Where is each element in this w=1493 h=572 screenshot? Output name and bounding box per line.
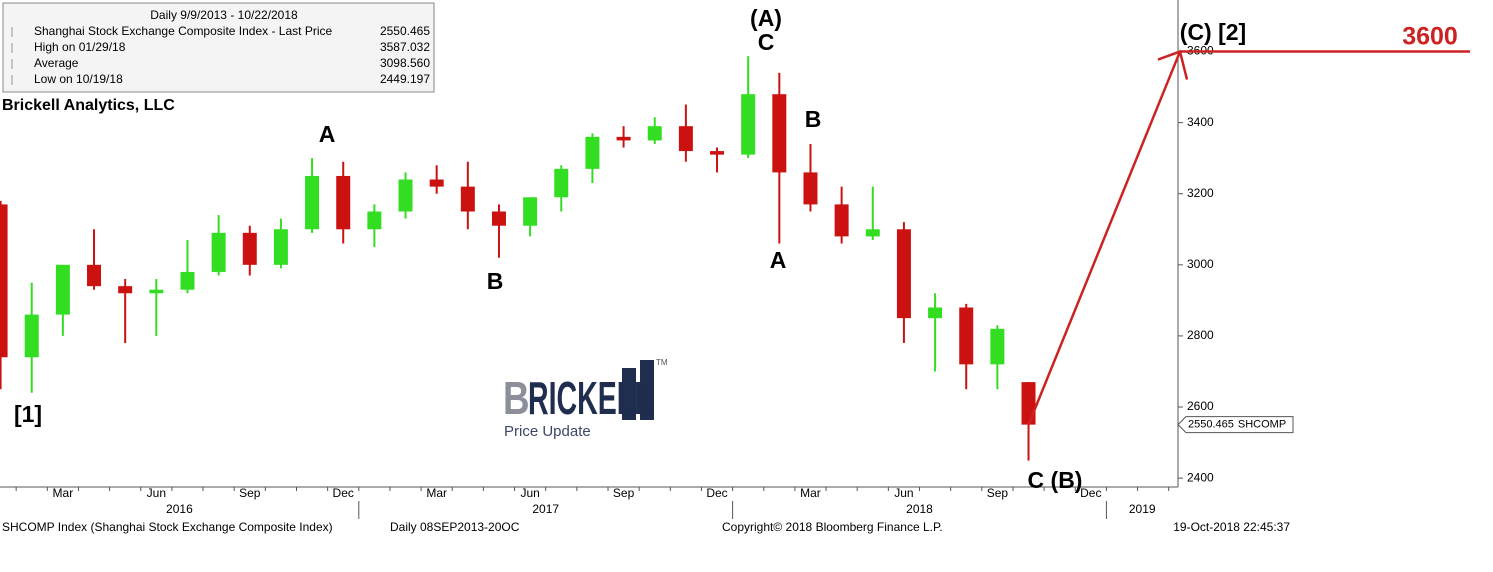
candle-body [398, 179, 413, 212]
footer-timestamp: 19-Oct-2018 22:45:37 [1173, 520, 1290, 534]
x-tick-label: Mar [800, 486, 821, 500]
candle-body [554, 168, 569, 198]
x-tick-label: Dec [333, 486, 354, 500]
wave-label: [1] [14, 401, 42, 427]
wave-label: B [805, 106, 822, 132]
target-label: 3600 [1402, 23, 1458, 51]
logo-bar [640, 360, 654, 420]
candle-body [678, 126, 693, 152]
candle-body [616, 136, 631, 141]
legend-value: 2550.465 [380, 24, 430, 38]
last-price-tag [1177, 416, 1294, 434]
candle-body [741, 94, 756, 155]
x-tick-label: Mar [53, 486, 74, 500]
x-tick-label: Jun [520, 486, 539, 500]
logo-bar [622, 368, 636, 420]
candle-body [1021, 382, 1036, 425]
wave-label: (C) [2] [1180, 19, 1246, 45]
candle-body [24, 314, 39, 358]
candle-body [491, 211, 506, 226]
candle-body [928, 307, 943, 319]
wave-label: C [758, 29, 775, 55]
year-label: 2016 [166, 502, 193, 516]
candle-body [305, 175, 320, 230]
legend-value: 2449.197 [380, 72, 430, 86]
y-tick-label: 2800 [1187, 328, 1214, 342]
wave-label: A [770, 247, 787, 273]
candle-body [834, 204, 849, 237]
candle-body [55, 264, 70, 315]
y-tick-label: 2600 [1187, 399, 1214, 413]
year-label: 2018 [906, 502, 933, 516]
year-label: 2017 [532, 502, 559, 516]
logo-caption: Price Update [504, 423, 591, 440]
candle-body [710, 151, 725, 155]
footer-ticker: SHCOMP Index (Shanghai Stock Exchange Co… [2, 520, 333, 534]
candle-body [865, 229, 880, 237]
y-tick-label: 2400 [1187, 470, 1214, 484]
y-tick-label: 3000 [1187, 257, 1214, 271]
legend-value: 3587.032 [380, 40, 430, 54]
logo-rest: RICKELL [528, 373, 652, 425]
candle-body [429, 179, 444, 187]
legend-box [2, 2, 435, 93]
candle-body [959, 307, 974, 365]
x-tick-label: Sep [987, 486, 1009, 500]
y-tick-label: 3400 [1187, 115, 1214, 129]
candle-body [87, 264, 102, 287]
projection-arrow [1027, 51, 1182, 426]
candle-body [336, 175, 351, 230]
brand: Brickell Analytics, LLC [2, 97, 175, 114]
candle-body [367, 211, 382, 230]
x-tick-label: Mar [426, 486, 447, 500]
candle-body [211, 232, 226, 272]
legend-rows: Shanghai Stock Exchange Composite Index … [11, 24, 430, 86]
legend-title: Daily 9/9/2013 - 10/22/2018 [150, 8, 298, 22]
x-tick-label: Jun [147, 486, 166, 500]
wave-label: A [319, 121, 336, 147]
year-label: 2019 [1129, 502, 1156, 516]
last-price-label: 2550.465 SHCOMP [1188, 419, 1286, 431]
candle-body [242, 232, 257, 265]
wave-label: B [487, 268, 504, 294]
watermark: B RICKELL TM Price Update [503, 358, 668, 440]
wave-label: C (B) [1028, 467, 1083, 493]
candle-body [0, 204, 8, 358]
candle-body [585, 136, 600, 169]
x-tick-label: Sep [613, 486, 635, 500]
candle-body [118, 286, 133, 294]
legend-name: High on 01/29/18 [34, 40, 126, 54]
candle-body [647, 126, 662, 141]
x-tick-label: Dec [706, 486, 727, 500]
candle-body [460, 186, 475, 212]
x-tick-label: Dec [1080, 486, 1101, 500]
x-tick-label: Jun [894, 486, 913, 500]
arrow-head [1157, 49, 1189, 80]
logo-first: B [503, 372, 530, 424]
legend-value: 3098.560 [380, 56, 430, 70]
legend-name: Average [34, 56, 79, 70]
candle-body [896, 229, 911, 319]
footer-range: Daily 08SEP2013-20OC [390, 520, 520, 534]
candle-body [273, 229, 288, 265]
candle-body [180, 271, 195, 290]
legend-name: Low on 10/19/18 [34, 72, 123, 86]
plot-area [0, 56, 1036, 461]
footer-copyright: Copyright© 2018 Bloomberg Finance L.P. [722, 520, 943, 534]
last-price-value: 2550.465 [1188, 419, 1234, 431]
candle-body [803, 172, 818, 205]
candle-body [772, 94, 787, 173]
legend-name: Shanghai Stock Exchange Composite Index … [34, 24, 332, 38]
candle-body [523, 197, 538, 226]
candle-body [149, 289, 164, 294]
candle-body [990, 328, 1005, 365]
logo-tm: TM [656, 358, 668, 367]
x-tick-label: Sep [239, 486, 261, 500]
y-tick-label: 3200 [1187, 186, 1214, 200]
wave-label: (A) [750, 5, 782, 31]
ticker: SHCOMP [1238, 419, 1286, 431]
